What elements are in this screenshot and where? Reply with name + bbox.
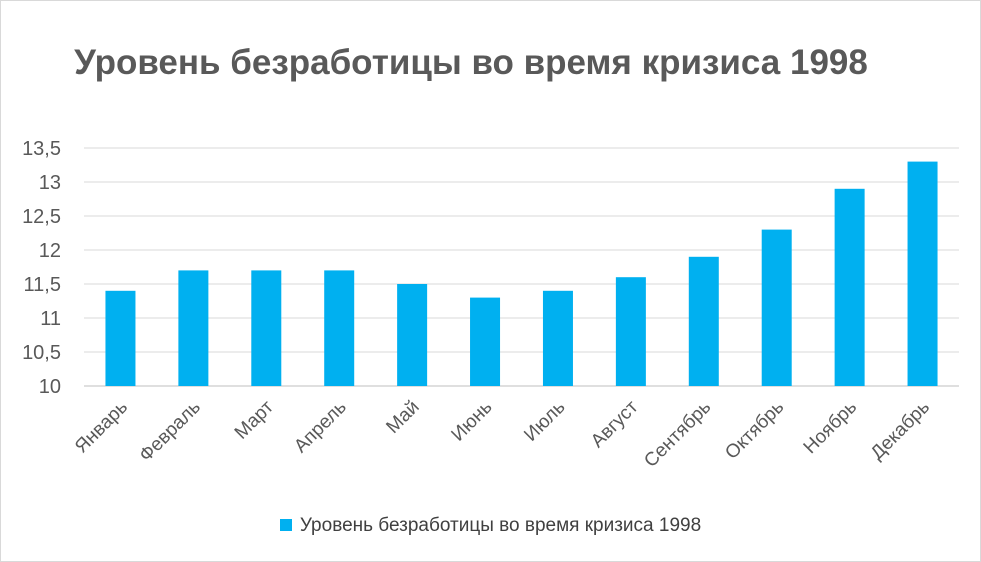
x-tick-label: Май bbox=[382, 397, 423, 438]
y-tick-label: 13 bbox=[39, 172, 61, 194]
chart-title: Уровень безработицы во время кризиса 199… bbox=[74, 43, 868, 82]
legend-label: Уровень безработицы во время кризиса 199… bbox=[299, 515, 702, 536]
y-tick-label: 10 bbox=[39, 376, 61, 398]
x-tick-label: Декабрь bbox=[867, 397, 934, 464]
legend-swatch bbox=[279, 519, 292, 531]
bar bbox=[615, 277, 646, 386]
x-tick-label: Сентябрь bbox=[640, 397, 715, 472]
bar bbox=[761, 229, 792, 386]
x-tick-label: Ноябрь bbox=[800, 397, 862, 459]
x-tick-label: Июль bbox=[520, 397, 569, 446]
bar bbox=[397, 284, 428, 386]
bar bbox=[907, 161, 938, 386]
bar bbox=[324, 270, 355, 386]
x-tick-label: Апрель bbox=[290, 397, 350, 457]
x-tick-label: Январь bbox=[71, 397, 132, 458]
x-tick-label: Июнь bbox=[448, 397, 497, 446]
y-tick-label: 12 bbox=[39, 240, 61, 262]
bar bbox=[251, 270, 282, 386]
y-tick-label: 10,5 bbox=[22, 342, 61, 364]
y-tick-label: 11,5 bbox=[24, 274, 61, 296]
bar bbox=[178, 270, 209, 386]
x-tick-label: Февраль bbox=[135, 397, 205, 467]
bar bbox=[688, 256, 719, 386]
x-tick-label: Октябрь bbox=[721, 397, 788, 464]
bar bbox=[834, 188, 865, 386]
bar bbox=[105, 290, 136, 386]
bar bbox=[470, 297, 501, 386]
y-tick-label: 11 bbox=[40, 308, 61, 330]
y-tick-label: 12,5 bbox=[22, 206, 61, 228]
legend: Уровень безработицы во время кризиса 199… bbox=[1, 515, 980, 537]
x-tick-label: Август bbox=[587, 396, 642, 451]
bar bbox=[542, 290, 573, 386]
y-tick-label: 13,5 bbox=[22, 138, 61, 160]
x-tick-label: Март bbox=[231, 396, 278, 443]
